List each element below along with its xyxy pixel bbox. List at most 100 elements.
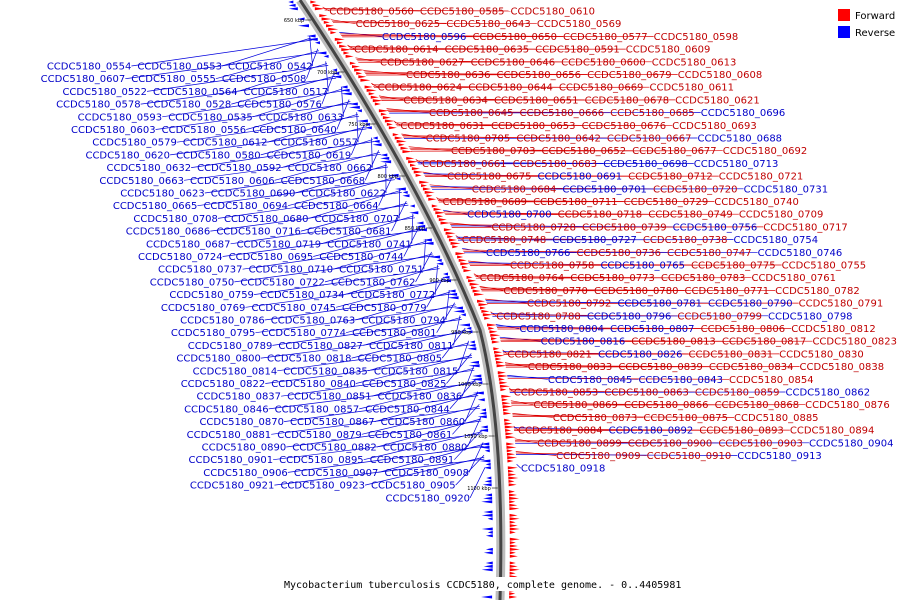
- forward-gene-arrow: [457, 255, 464, 259]
- gene-label: CCDC5180_0895: [279, 455, 364, 466]
- gene-label: CCDC5180_0918: [521, 464, 606, 475]
- forward-gene-arrow: [334, 37, 345, 41]
- gene-label: CCDC5180_0621: [675, 95, 760, 106]
- gene-label: CCDC5180_0713: [694, 159, 779, 170]
- reverse-gene-arrow: [481, 595, 493, 599]
- forward-gene-arrow: [319, 14, 328, 18]
- gene-label: CCDC5180_0771: [685, 286, 770, 297]
- reverse-gene-arrow: [288, 3, 296, 7]
- gene-label: CCDC5180_0881: [187, 430, 272, 441]
- gene-label: CCDC5180_0773: [570, 273, 655, 284]
- forward-gene-arrow: [426, 194, 433, 198]
- reverse-gene-arrow: [297, 17, 305, 21]
- scale-tick-label: 1050 kbp: [464, 434, 488, 440]
- forward-gene-arrow: [458, 258, 467, 262]
- reverse-gene-arrow: [372, 143, 382, 147]
- forward-gene-arrow: [505, 435, 516, 439]
- gene-connector: [204, 166, 389, 194]
- reverse-gene-arrow: [448, 289, 456, 293]
- gene-connector: [131, 39, 313, 67]
- forward-gene-arrow: [497, 371, 506, 375]
- reverse-gene-arrow: [485, 534, 493, 538]
- gene-label: CCDC5180_0623: [120, 189, 205, 200]
- gene-label: CCDC5180_0921: [190, 481, 275, 492]
- gene-label: CCDC5180_0677: [632, 146, 717, 157]
- forward-gene-arrow: [509, 507, 520, 511]
- gene-label: CCDC5180_0894: [790, 426, 875, 437]
- gene-connector: [350, 124, 365, 156]
- gene-label: CCDC5180_0899: [537, 438, 622, 449]
- gene-label: CCDC5180_0843: [638, 375, 723, 386]
- gene-label: CCDC5180_0712: [628, 172, 713, 183]
- gene-connector: [436, 302, 455, 333]
- forward-gene-arrow: [507, 456, 518, 460]
- reverse-gene-arrow: [372, 136, 378, 140]
- gene-label: CCDC5180_0770: [503, 286, 588, 297]
- gene-connector: [491, 314, 678, 317]
- reverse-gene-arrow: [480, 408, 486, 412]
- forward-gene-arrow: [330, 31, 337, 35]
- forward-gene-arrow: [372, 99, 383, 103]
- forward-gene-arrow: [509, 524, 518, 528]
- gene-label: CCDC5180_0705: [426, 134, 511, 145]
- forward-gene-arrow: [508, 490, 515, 494]
- gene-connector: [242, 242, 428, 270]
- gene-label: CCDC5180_0687: [146, 239, 231, 250]
- forward-gene-arrow: [509, 496, 520, 500]
- gene-label: CCDC5180_0873: [553, 413, 638, 424]
- reverse-gene-arrow: [332, 71, 340, 75]
- gene-label: CCDC5180_0603: [71, 125, 156, 136]
- forward-gene-arrow: [509, 520, 516, 524]
- forward-gene-arrow: [506, 449, 513, 453]
- gene-label: CCDC5180_0606: [190, 176, 275, 187]
- gene-connector: [469, 263, 692, 266]
- gene-label: CCDC5180_0620: [85, 150, 170, 161]
- reverse-gene-arrow: [468, 364, 480, 368]
- gene-connector: [515, 454, 738, 456]
- gene-label: CCDC5180_0666: [520, 108, 605, 119]
- forward-gene-arrow: [321, 17, 332, 21]
- forward-gene-arrow: [478, 303, 489, 307]
- forward-gene-arrow: [496, 364, 507, 368]
- forward-gene-arrow: [504, 418, 511, 422]
- gene-label: CCDC5180_0906: [203, 468, 288, 479]
- gene-label: CCDC5180_0675: [447, 172, 532, 183]
- gene-label: CCDC5180_0749: [648, 210, 733, 221]
- forward-gene-arrow: [463, 269, 472, 273]
- legend-forward-swatch: [838, 9, 850, 21]
- forward-gene-arrow: [360, 78, 371, 82]
- gene-connector: [306, 48, 319, 79]
- gene-connector: [514, 429, 790, 431]
- forward-gene-arrow: [509, 530, 516, 534]
- forward-gene-arrow: [445, 231, 456, 235]
- gene-connector: [336, 99, 350, 130]
- forward-gene-arrow: [474, 292, 485, 296]
- gene-label: CCDC5180_0555: [131, 74, 216, 85]
- gene-label: CCDC5180_0611: [649, 83, 734, 94]
- forward-gene-arrow: [443, 228, 452, 232]
- gene-connector: [265, 357, 473, 384]
- gene-label: CCDC5180_0900: [628, 438, 713, 449]
- gene-connector: [321, 73, 334, 105]
- forward-gene-arrow: [489, 330, 498, 334]
- forward-gene-arrow: [370, 95, 379, 99]
- forward-gene-arrow: [501, 398, 508, 402]
- forward-gene-arrow: [374, 102, 381, 106]
- gene-connector: [371, 137, 373, 168]
- gene-connector: [281, 369, 475, 397]
- gene-label: CCDC5180_0645: [429, 108, 514, 119]
- gene-label: CCDC5180_0774: [261, 328, 346, 339]
- gene-connector: [373, 85, 559, 88]
- gene-label: CCDC5180_0788: [496, 311, 581, 322]
- forward-gene-arrow: [341, 48, 352, 52]
- gene-connector: [445, 289, 450, 321]
- gene-label: CCDC5180_0633: [259, 112, 344, 123]
- forward-gene-arrow: [422, 187, 431, 191]
- reverse-gene-arrow: [314, 41, 320, 45]
- forward-gene-arrow: [378, 109, 389, 113]
- gene-label: CCDC5180_0908: [384, 468, 469, 479]
- gene-connector: [395, 123, 582, 126]
- reverse-gene-arrow: [477, 381, 483, 385]
- forward-gene-arrow: [509, 551, 516, 555]
- gene-connector: [454, 429, 483, 460]
